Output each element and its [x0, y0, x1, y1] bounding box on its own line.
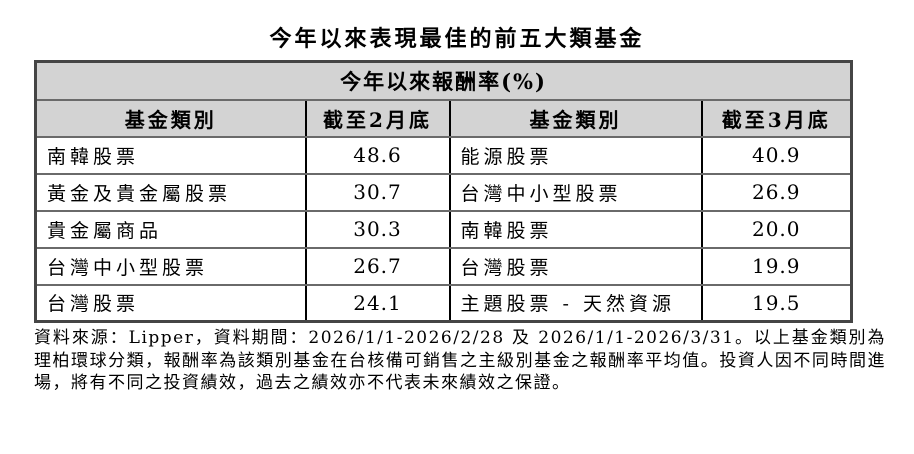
fund-category-cell: 台灣股票 [34, 283, 307, 323]
column-header-category-mar: 基金類別 [448, 98, 703, 138]
table-row: 台灣中小型股票 26.7 台灣股票 19.9 [34, 246, 853, 286]
fund-category-cell: 主題股票 - 天然資源 [448, 283, 703, 323]
return-value-cell: 26.7 [304, 246, 451, 286]
return-value-cell: 20.0 [700, 209, 853, 249]
table-row: 南韓股票 48.6 能源股票 40.9 [34, 135, 853, 175]
merged-header-row: 今年以來報酬率(%) [34, 60, 853, 101]
return-value-cell: 30.7 [304, 172, 451, 212]
return-value-cell: 48.6 [304, 135, 451, 175]
return-value-cell: 30.3 [304, 209, 451, 249]
return-value-cell: 19.5 [700, 283, 853, 323]
fund-category-cell: 台灣中小型股票 [34, 246, 307, 286]
column-header-category-feb: 基金類別 [34, 98, 307, 138]
page-title: 今年以來表現最佳的前五大類基金 [269, 26, 645, 52]
fund-category-cell: 台灣股票 [448, 246, 703, 286]
return-value-cell: 26.9 [700, 172, 853, 212]
fund-category-cell: 南韓股票 [34, 135, 307, 175]
returns-table: 今年以來報酬率(%) 基金類別 截至2月底 基金類別 截至3月底 南韓股票 48… [34, 60, 854, 323]
column-header-value-feb: 截至2月底 [304, 98, 451, 138]
source-footnote: 資料來源：Lipper，資料期間：2026/1/1-2026/2/28 及 20… [34, 328, 886, 393]
fund-category-cell: 貴金屬商品 [34, 209, 307, 249]
merged-header-cell: 今年以來報酬率(%) [34, 60, 853, 101]
fund-category-cell: 南韓股票 [448, 209, 703, 249]
return-value-cell: 40.9 [700, 135, 853, 175]
return-value-cell: 24.1 [304, 283, 451, 323]
table-row: 貴金屬商品 30.3 南韓股票 20.0 [34, 209, 853, 249]
table-row: 黃金及貴金屬股票 30.7 台灣中小型股票 26.9 [34, 172, 853, 212]
fund-category-cell: 黃金及貴金屬股票 [34, 172, 307, 212]
table-row: 台灣股票 24.1 主題股票 - 天然資源 19.5 [34, 283, 853, 323]
return-value-cell: 19.9 [700, 246, 853, 286]
fund-category-cell: 能源股票 [448, 135, 703, 175]
column-header-value-mar: 截至3月底 [700, 98, 853, 138]
column-header-row: 基金類別 截至2月底 基金類別 截至3月底 [34, 98, 853, 138]
fund-category-cell: 台灣中小型股票 [448, 172, 703, 212]
